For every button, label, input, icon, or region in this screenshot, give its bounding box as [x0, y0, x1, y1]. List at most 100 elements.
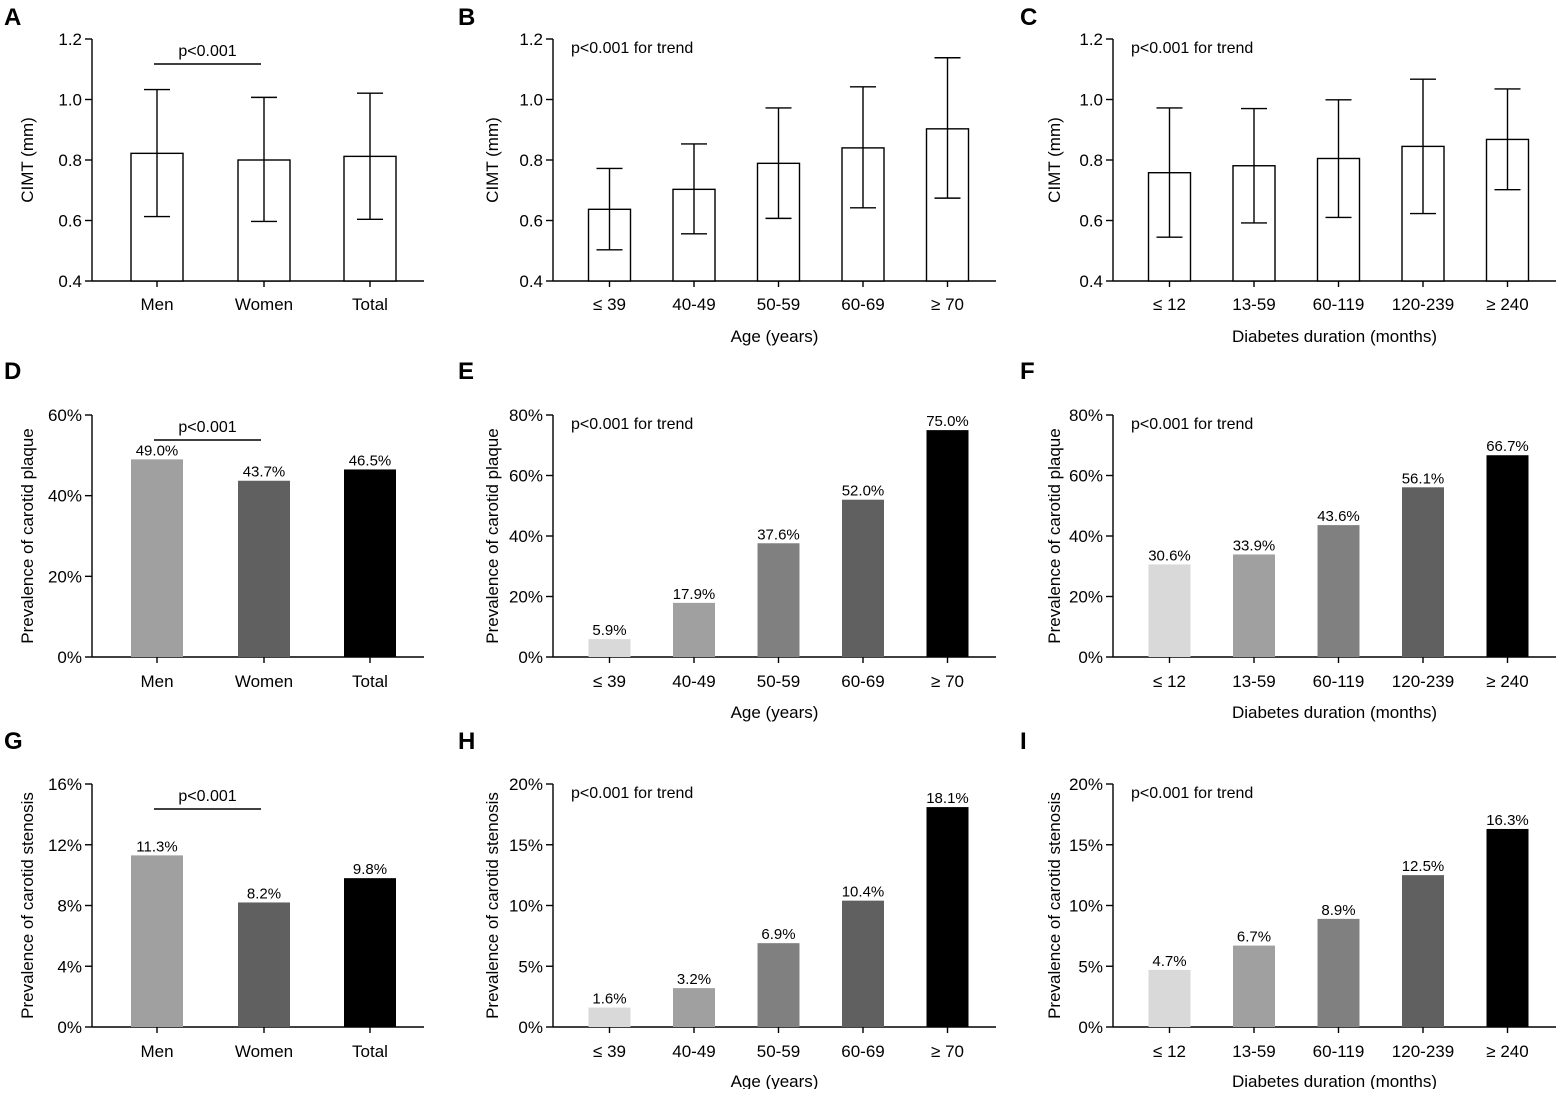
bar: [1148, 969, 1191, 1027]
data-label: 16.3%: [1486, 812, 1529, 829]
y-tick-label: 15%: [1069, 836, 1103, 855]
p-value-annotation: p<0.001 for trend: [1131, 416, 1253, 433]
panel-letter: E: [458, 358, 474, 385]
x-tick-label: ≤ 12: [1153, 1042, 1186, 1061]
y-tick-label: 0.8: [58, 151, 82, 170]
bar: [757, 543, 800, 657]
panel-a: A 0.4 0.6 0.8 1.0 1.2 Men Women Total CIMT (mm) p<…: [4, 4, 424, 314]
y-tick-label: 20%: [48, 567, 82, 586]
y-tick-label: 0%: [518, 1018, 543, 1037]
x-tick-label: 120-239: [1392, 1042, 1454, 1061]
y-axis-label: CIMT (mm): [483, 117, 502, 203]
x-tick-label: 50-59: [757, 672, 800, 691]
x-tick-label: 13-59: [1232, 1042, 1275, 1061]
x-tick-label: Women: [235, 672, 293, 691]
data-label: 66.7%: [1486, 438, 1529, 455]
x-axis-label: Age (years): [731, 327, 819, 346]
bar: [238, 480, 290, 657]
data-label: 46.5%: [349, 452, 392, 469]
bar: [756, 162, 801, 282]
x-tick-label: Men: [140, 1042, 173, 1061]
y-tick-label: 40%: [48, 487, 82, 506]
y-axis-label: Prevalence of carotid plaque: [1045, 428, 1064, 643]
panel-letter: F: [1020, 358, 1035, 385]
x-tick-label: 120-239: [1392, 672, 1454, 691]
y-tick-label: 0%: [57, 648, 82, 667]
x-tick-label: ≥ 240: [1486, 295, 1528, 314]
y-tick-label: 10%: [1069, 897, 1103, 916]
x-tick-label: ≥ 240: [1486, 1042, 1528, 1061]
p-value-annotation: p<0.001: [178, 788, 236, 805]
p-value-annotation: p<0.001 for trend: [571, 416, 693, 433]
y-tick-label: 20%: [1069, 775, 1103, 794]
y-tick-label: 0.4: [58, 272, 82, 291]
data-label: 6.9%: [761, 926, 795, 943]
p-value-annotation: p<0.001: [178, 43, 236, 60]
data-label: 11.3%: [136, 838, 177, 855]
panel-e: E 0% 20% 40% 60% 80% 5.9% ≤ 39 17.9% 40-49 37.6% 50…: [458, 358, 996, 722]
x-tick-label: 50-59: [757, 295, 800, 314]
data-label: 43.7%: [243, 464, 286, 481]
bar: [238, 902, 290, 1027]
data-label: 37.6%: [757, 526, 800, 543]
y-axis-label: Prevalence of carotid plaque: [18, 428, 37, 643]
x-tick-label: Men: [140, 672, 173, 691]
x-axis-label: Diabetes duration (months): [1232, 1072, 1437, 1089]
x-tick-label: Total: [352, 295, 388, 314]
data-label: 8.2%: [247, 885, 281, 902]
y-tick-label: 1.0: [519, 91, 543, 110]
panel-h: H 0% 5% 10% 15% 20% 1.6% ≤ 39 3.2% 40-49 6.9% 50-59…: [458, 728, 996, 1091]
bar: [842, 900, 884, 1027]
x-tick-label: ≥ 70: [931, 295, 964, 314]
panel-letter: G: [4, 728, 23, 755]
x-axis-label: Diabetes duration (months): [1232, 703, 1437, 722]
bar: [1233, 945, 1275, 1027]
y-tick-label: 1.2: [58, 30, 82, 49]
bar: [344, 469, 396, 657]
y-tick-label: 0.6: [58, 212, 82, 231]
bar: [673, 602, 715, 657]
y-tick-label: 20%: [509, 588, 543, 607]
data-label: 30.6%: [1148, 547, 1191, 564]
x-tick-label: ≤ 39: [593, 672, 626, 691]
x-tick-label: 13-59: [1232, 295, 1275, 314]
y-tick-label: 1.2: [1079, 30, 1103, 49]
panel-letter: C: [1020, 4, 1037, 31]
bar: [588, 1007, 631, 1027]
x-tick-label: ≤ 12: [1153, 295, 1186, 314]
bar: [673, 988, 715, 1027]
y-axis-label: Prevalence of carotid stenosis: [1045, 792, 1064, 1019]
y-tick-label: 60%: [509, 467, 543, 486]
bar: [1486, 455, 1529, 657]
data-label: 10.4%: [842, 884, 885, 901]
data-label: 8.9%: [1321, 902, 1355, 919]
data-label: 75.0%: [926, 413, 969, 430]
x-tick-label: ≥ 70: [931, 1042, 964, 1061]
x-tick-label: 120-239: [1392, 295, 1454, 314]
x-tick-label: Men: [140, 295, 173, 314]
data-label: 1.6%: [592, 991, 626, 1008]
data-label: 9.8%: [353, 861, 387, 878]
y-tick-label: 1.0: [1079, 91, 1103, 110]
x-tick-label: Total: [352, 672, 388, 691]
y-tick-label: 0.8: [1079, 151, 1103, 170]
bar: [757, 943, 800, 1027]
bar: [344, 878, 396, 1027]
x-tick-label: 60-119: [1313, 295, 1365, 314]
x-tick-label: 13-59: [1232, 672, 1275, 691]
p-value-annotation: p<0.001 for trend: [1131, 40, 1253, 57]
data-label: 56.1%: [1402, 470, 1445, 487]
y-tick-label: 16%: [48, 775, 82, 794]
bar: [1148, 564, 1191, 657]
x-tick-label: ≤ 39: [593, 1042, 626, 1061]
panel-c: C 0.4 0.6 0.8 1.0 1.2 ≤ 12 13-59 60-119 120-239 ≥ …: [1020, 4, 1556, 346]
x-tick-label: 50-59: [757, 1042, 800, 1061]
y-tick-label: 4%: [57, 957, 82, 976]
y-axis-label: Prevalence of carotid plaque: [483, 428, 502, 643]
data-label: 18.1%: [926, 790, 969, 807]
y-tick-label: 60%: [48, 406, 82, 425]
y-tick-label: 20%: [1069, 588, 1103, 607]
x-axis-label: Age (years): [731, 1072, 819, 1089]
